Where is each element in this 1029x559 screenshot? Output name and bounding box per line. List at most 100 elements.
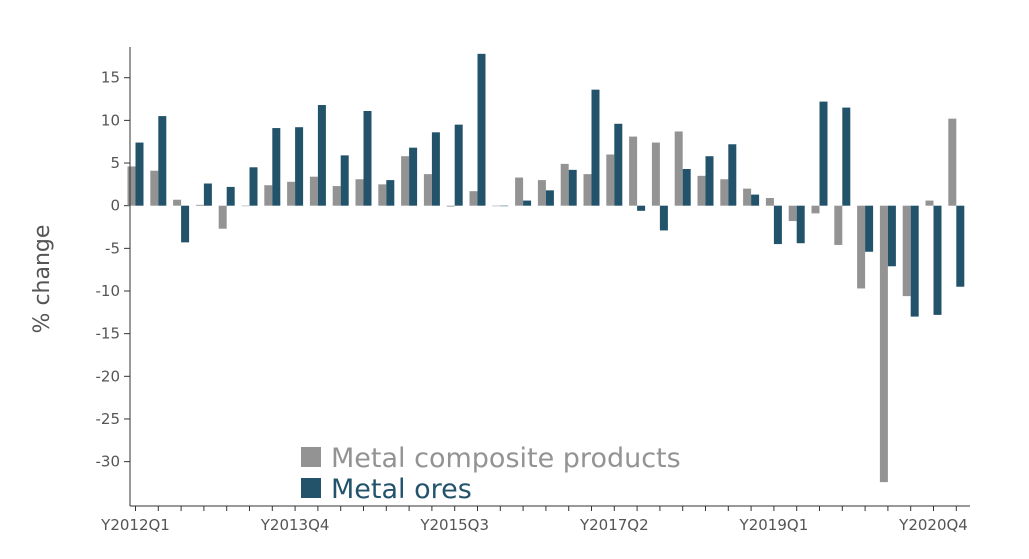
bar-metal-composite-products bbox=[332, 186, 341, 206]
bar-metal-ores bbox=[181, 205, 190, 243]
legend-label: Metal composite products bbox=[331, 443, 681, 474]
x-tick-label: Y2019Q1 bbox=[739, 516, 809, 534]
y-tick-label: 5 bbox=[110, 154, 120, 172]
y-tick-label: -20 bbox=[96, 367, 121, 385]
bar-metal-composite-products bbox=[264, 185, 273, 206]
y-tick-label: -15 bbox=[96, 325, 121, 343]
bar-metal-composite-products bbox=[811, 205, 820, 214]
bar-metal-ores bbox=[226, 186, 235, 206]
bar-metal-composite-products bbox=[560, 163, 569, 206]
bar-metal-ores bbox=[705, 156, 714, 206]
bar-metal-ores bbox=[317, 105, 326, 206]
bar-metal-ores bbox=[865, 205, 874, 252]
bar-metal-composite-products bbox=[765, 198, 774, 206]
bar-metal-composite-products bbox=[606, 154, 615, 206]
bar-metal-ores bbox=[545, 190, 554, 206]
bar-metal-composite-products bbox=[697, 175, 706, 206]
x-tick-label: Y2013Q4 bbox=[260, 516, 330, 534]
bar-metal-ores bbox=[135, 142, 144, 206]
bar-metal-ores bbox=[158, 116, 167, 206]
bar-metal-composite-products bbox=[355, 179, 364, 206]
y-tick-label: -30 bbox=[96, 453, 121, 471]
bar-metal-composite-products bbox=[309, 176, 318, 206]
bar-metal-ores bbox=[637, 205, 646, 211]
bar-metal-composite-products bbox=[378, 184, 387, 206]
bar-metal-ores bbox=[340, 155, 349, 206]
bar-metal-ores bbox=[887, 205, 896, 267]
bar-metal-composite-products bbox=[515, 177, 524, 206]
bar-metal-composite-products bbox=[469, 191, 478, 206]
bar-metal-composite-products bbox=[218, 205, 227, 229]
bar-metal-ores bbox=[386, 180, 395, 206]
bar-metal-ores bbox=[431, 132, 440, 206]
bar-metal-ores bbox=[842, 107, 851, 206]
y-tick-label: 15 bbox=[101, 69, 120, 87]
y-axis-title: % change bbox=[30, 225, 55, 334]
legend-swatch bbox=[301, 447, 321, 467]
bar-metal-composite-products bbox=[629, 136, 638, 206]
bar-metal-ores bbox=[363, 110, 372, 206]
bar-metal-composite-products bbox=[651, 142, 660, 206]
bar-metal-ores bbox=[568, 169, 577, 206]
bar-metal-ores bbox=[272, 128, 281, 206]
bar-metal-ores bbox=[682, 169, 691, 206]
bar-metal-ores bbox=[773, 205, 782, 245]
bar-metal-composite-products bbox=[902, 205, 911, 297]
bar-metal-ores bbox=[910, 205, 919, 317]
bar-metal-composite-products bbox=[423, 174, 432, 206]
y-tick-label: 10 bbox=[101, 111, 120, 129]
legend-label: Metal ores bbox=[331, 474, 472, 505]
bar-metal-ores bbox=[500, 205, 509, 207]
bar-metal-ores bbox=[819, 101, 828, 206]
bar-metal-ores bbox=[956, 205, 965, 287]
bar-metal-composite-products bbox=[287, 181, 296, 206]
bar-metal-ores bbox=[933, 205, 942, 315]
x-tick-label: Y2017Q2 bbox=[579, 516, 649, 534]
bar-metal-composite-products bbox=[492, 205, 501, 207]
bar-metal-composite-products bbox=[583, 174, 592, 206]
bar-metal-composite-products bbox=[720, 179, 729, 206]
bar-metal-composite-products bbox=[743, 188, 752, 206]
y-tick-label: 0 bbox=[110, 197, 120, 215]
bar-metal-composite-products bbox=[195, 204, 204, 206]
y-tick-label: -5 bbox=[105, 239, 120, 257]
bar-metal-ores bbox=[249, 167, 258, 206]
bars bbox=[127, 53, 965, 483]
bar-metal-composite-products bbox=[127, 166, 136, 206]
bar-metal-composite-products bbox=[446, 205, 455, 207]
bar-metal-composite-products bbox=[925, 200, 934, 206]
bar-metal-ores bbox=[523, 200, 532, 206]
bar-metal-composite-products bbox=[150, 170, 159, 206]
bar-metal-composite-products bbox=[173, 199, 182, 206]
bar-metal-ores bbox=[454, 124, 463, 206]
bar-metal-composite-products bbox=[537, 180, 546, 206]
bar-metal-ores bbox=[591, 89, 600, 206]
bar-metal-ores bbox=[751, 194, 760, 206]
bar-metal-composite-products bbox=[834, 205, 843, 245]
legend-swatch bbox=[301, 478, 321, 498]
x-tick-label: Y2020Q4 bbox=[898, 516, 968, 534]
bar-metal-ores bbox=[203, 183, 212, 206]
bar-metal-ores bbox=[614, 123, 623, 206]
bar-metal-composite-products bbox=[948, 118, 957, 206]
x-tick-label: Y2012Q1 bbox=[100, 516, 170, 534]
bar-metal-composite-products bbox=[674, 131, 683, 206]
bar-metal-ores bbox=[295, 127, 304, 206]
bar-metal-ores bbox=[477, 53, 486, 206]
y-axis-ticks: -30 -25 -20 -15 -10 -5 0 5 10 15 bbox=[96, 69, 130, 471]
y-tick-label: -25 bbox=[96, 410, 121, 428]
bar-metal-composite-products bbox=[788, 205, 797, 222]
x-tick-label: Y2015Q3 bbox=[419, 516, 489, 534]
bar-metal-ores bbox=[409, 147, 418, 206]
bar-metal-ores bbox=[659, 205, 668, 231]
x-axis-ticks: Y2012Q1 Y2013Q4 Y2015Q3 Y2017Q2 Y2019Q1 Y2020… bbox=[100, 506, 968, 534]
y-tick-label: -10 bbox=[96, 282, 121, 300]
bar-metal-composite-products bbox=[401, 156, 410, 206]
bar-metal-ores bbox=[728, 144, 737, 206]
bar-metal-composite-products bbox=[857, 205, 866, 289]
bar-metal-composite-products bbox=[241, 205, 250, 207]
bar-metal-ores bbox=[796, 205, 805, 244]
bar-metal-composite-products bbox=[879, 205, 888, 483]
